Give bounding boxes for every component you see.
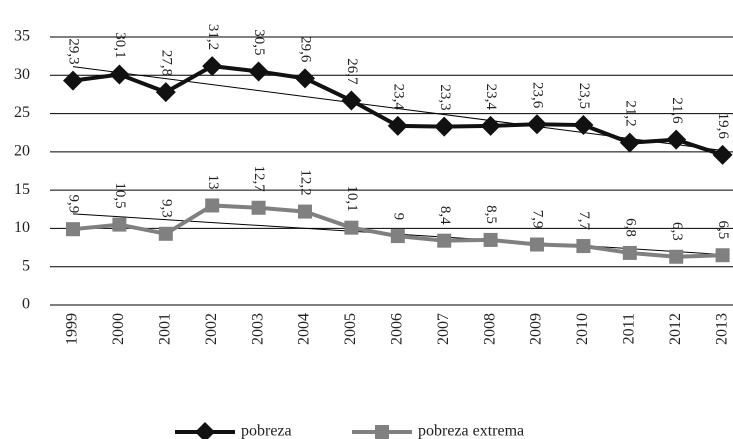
- legend-marker: [195, 422, 215, 439]
- data-label: 9,9: [66, 194, 82, 213]
- marker: [298, 204, 312, 219]
- x-tick-label: 2001: [156, 313, 173, 345]
- marker: [576, 239, 591, 254]
- data-label: 13: [205, 174, 221, 189]
- marker: [63, 70, 83, 91]
- marker: [530, 237, 544, 252]
- data-label: 12,7: [251, 166, 267, 193]
- marker: [715, 248, 730, 263]
- x-tick-label: 2004: [296, 313, 313, 345]
- y-tick-label: 35: [14, 28, 30, 45]
- data-label: 31,2: [205, 24, 221, 50]
- data-label: 26,7: [344, 58, 360, 85]
- marker: [109, 64, 130, 85]
- x-tick-label: 2006: [388, 313, 405, 345]
- data-label: 23,4: [390, 84, 406, 111]
- data-label: 6,5: [715, 220, 731, 239]
- data-label: 10,1: [344, 185, 360, 211]
- y-tick-label: 10: [14, 219, 30, 236]
- marker: [434, 116, 455, 137]
- x-tick-label: 2003: [249, 313, 266, 345]
- marker: [295, 68, 315, 89]
- marker: [437, 233, 452, 248]
- x-tick-label: 2000: [110, 313, 127, 345]
- y-tick-label: 20: [14, 143, 30, 160]
- marker: [155, 82, 176, 103]
- marker: [205, 198, 220, 213]
- data-label: 9: [390, 213, 406, 221]
- data-label: 8,4: [437, 206, 453, 225]
- marker: [387, 115, 408, 136]
- data-label: 10,5: [112, 182, 128, 208]
- data-label: 27,8: [158, 50, 174, 76]
- data-label: 30,5: [251, 29, 267, 55]
- x-tick-label: 2008: [481, 313, 498, 345]
- data-label: 6,8: [622, 218, 638, 237]
- data-label: 21,2: [622, 100, 638, 126]
- marker: [344, 220, 359, 235]
- x-tick-label: 2005: [342, 313, 359, 345]
- y-tick-label: 30: [14, 66, 30, 83]
- x-tick-label: 2007: [435, 313, 452, 345]
- data-label: 23,6: [530, 82, 546, 109]
- x-tick-label: 2013: [713, 313, 730, 345]
- legend-label: pobreza: [241, 423, 292, 439]
- data-label: 29,6: [298, 36, 314, 63]
- marker: [66, 222, 80, 237]
- marker: [483, 232, 498, 247]
- marker: [251, 200, 266, 215]
- data-label: 6,3: [669, 222, 685, 241]
- marker: [619, 132, 640, 153]
- data-label: 23,5: [576, 83, 592, 109]
- marker: [202, 56, 223, 77]
- marker: [158, 226, 173, 241]
- x-tick-label: 2011: [620, 313, 637, 344]
- marker: [480, 115, 501, 136]
- legend-label: pobreza extrema: [418, 423, 524, 439]
- y-tick-label: 15: [14, 181, 30, 198]
- marker: [666, 129, 687, 150]
- legend-marker: [375, 425, 389, 439]
- data-label: 12,2: [298, 169, 314, 195]
- marker: [390, 229, 405, 244]
- data-label: 9,3: [158, 199, 174, 218]
- marker: [712, 144, 733, 165]
- y-tick-label: 0: [22, 296, 30, 313]
- data-label: 23,3: [437, 84, 453, 110]
- marker: [669, 249, 684, 264]
- marker: [622, 245, 637, 260]
- x-tick-label: 2010: [574, 313, 591, 345]
- marker: [248, 61, 269, 82]
- x-tick-label: 2012: [667, 313, 684, 345]
- marker: [341, 90, 362, 111]
- data-label: 29,3: [66, 38, 82, 64]
- y-tick-label: 5: [22, 257, 30, 274]
- data-label: 8,5: [483, 205, 499, 224]
- marker: [112, 217, 127, 232]
- data-label: 19,6: [715, 113, 731, 140]
- data-label: 23,4: [483, 84, 499, 111]
- marker: [527, 114, 547, 135]
- data-label: 7,9: [530, 210, 546, 229]
- y-tick-label: 25: [14, 104, 30, 121]
- marker: [573, 115, 594, 136]
- x-tick-label: 1999: [64, 313, 81, 345]
- x-tick-label: 2002: [203, 313, 220, 345]
- data-label: 30,1: [112, 32, 128, 58]
- x-tick-label: 2009: [528, 313, 545, 345]
- data-label: 21,6: [669, 97, 685, 124]
- data-label: 7,7: [576, 211, 592, 230]
